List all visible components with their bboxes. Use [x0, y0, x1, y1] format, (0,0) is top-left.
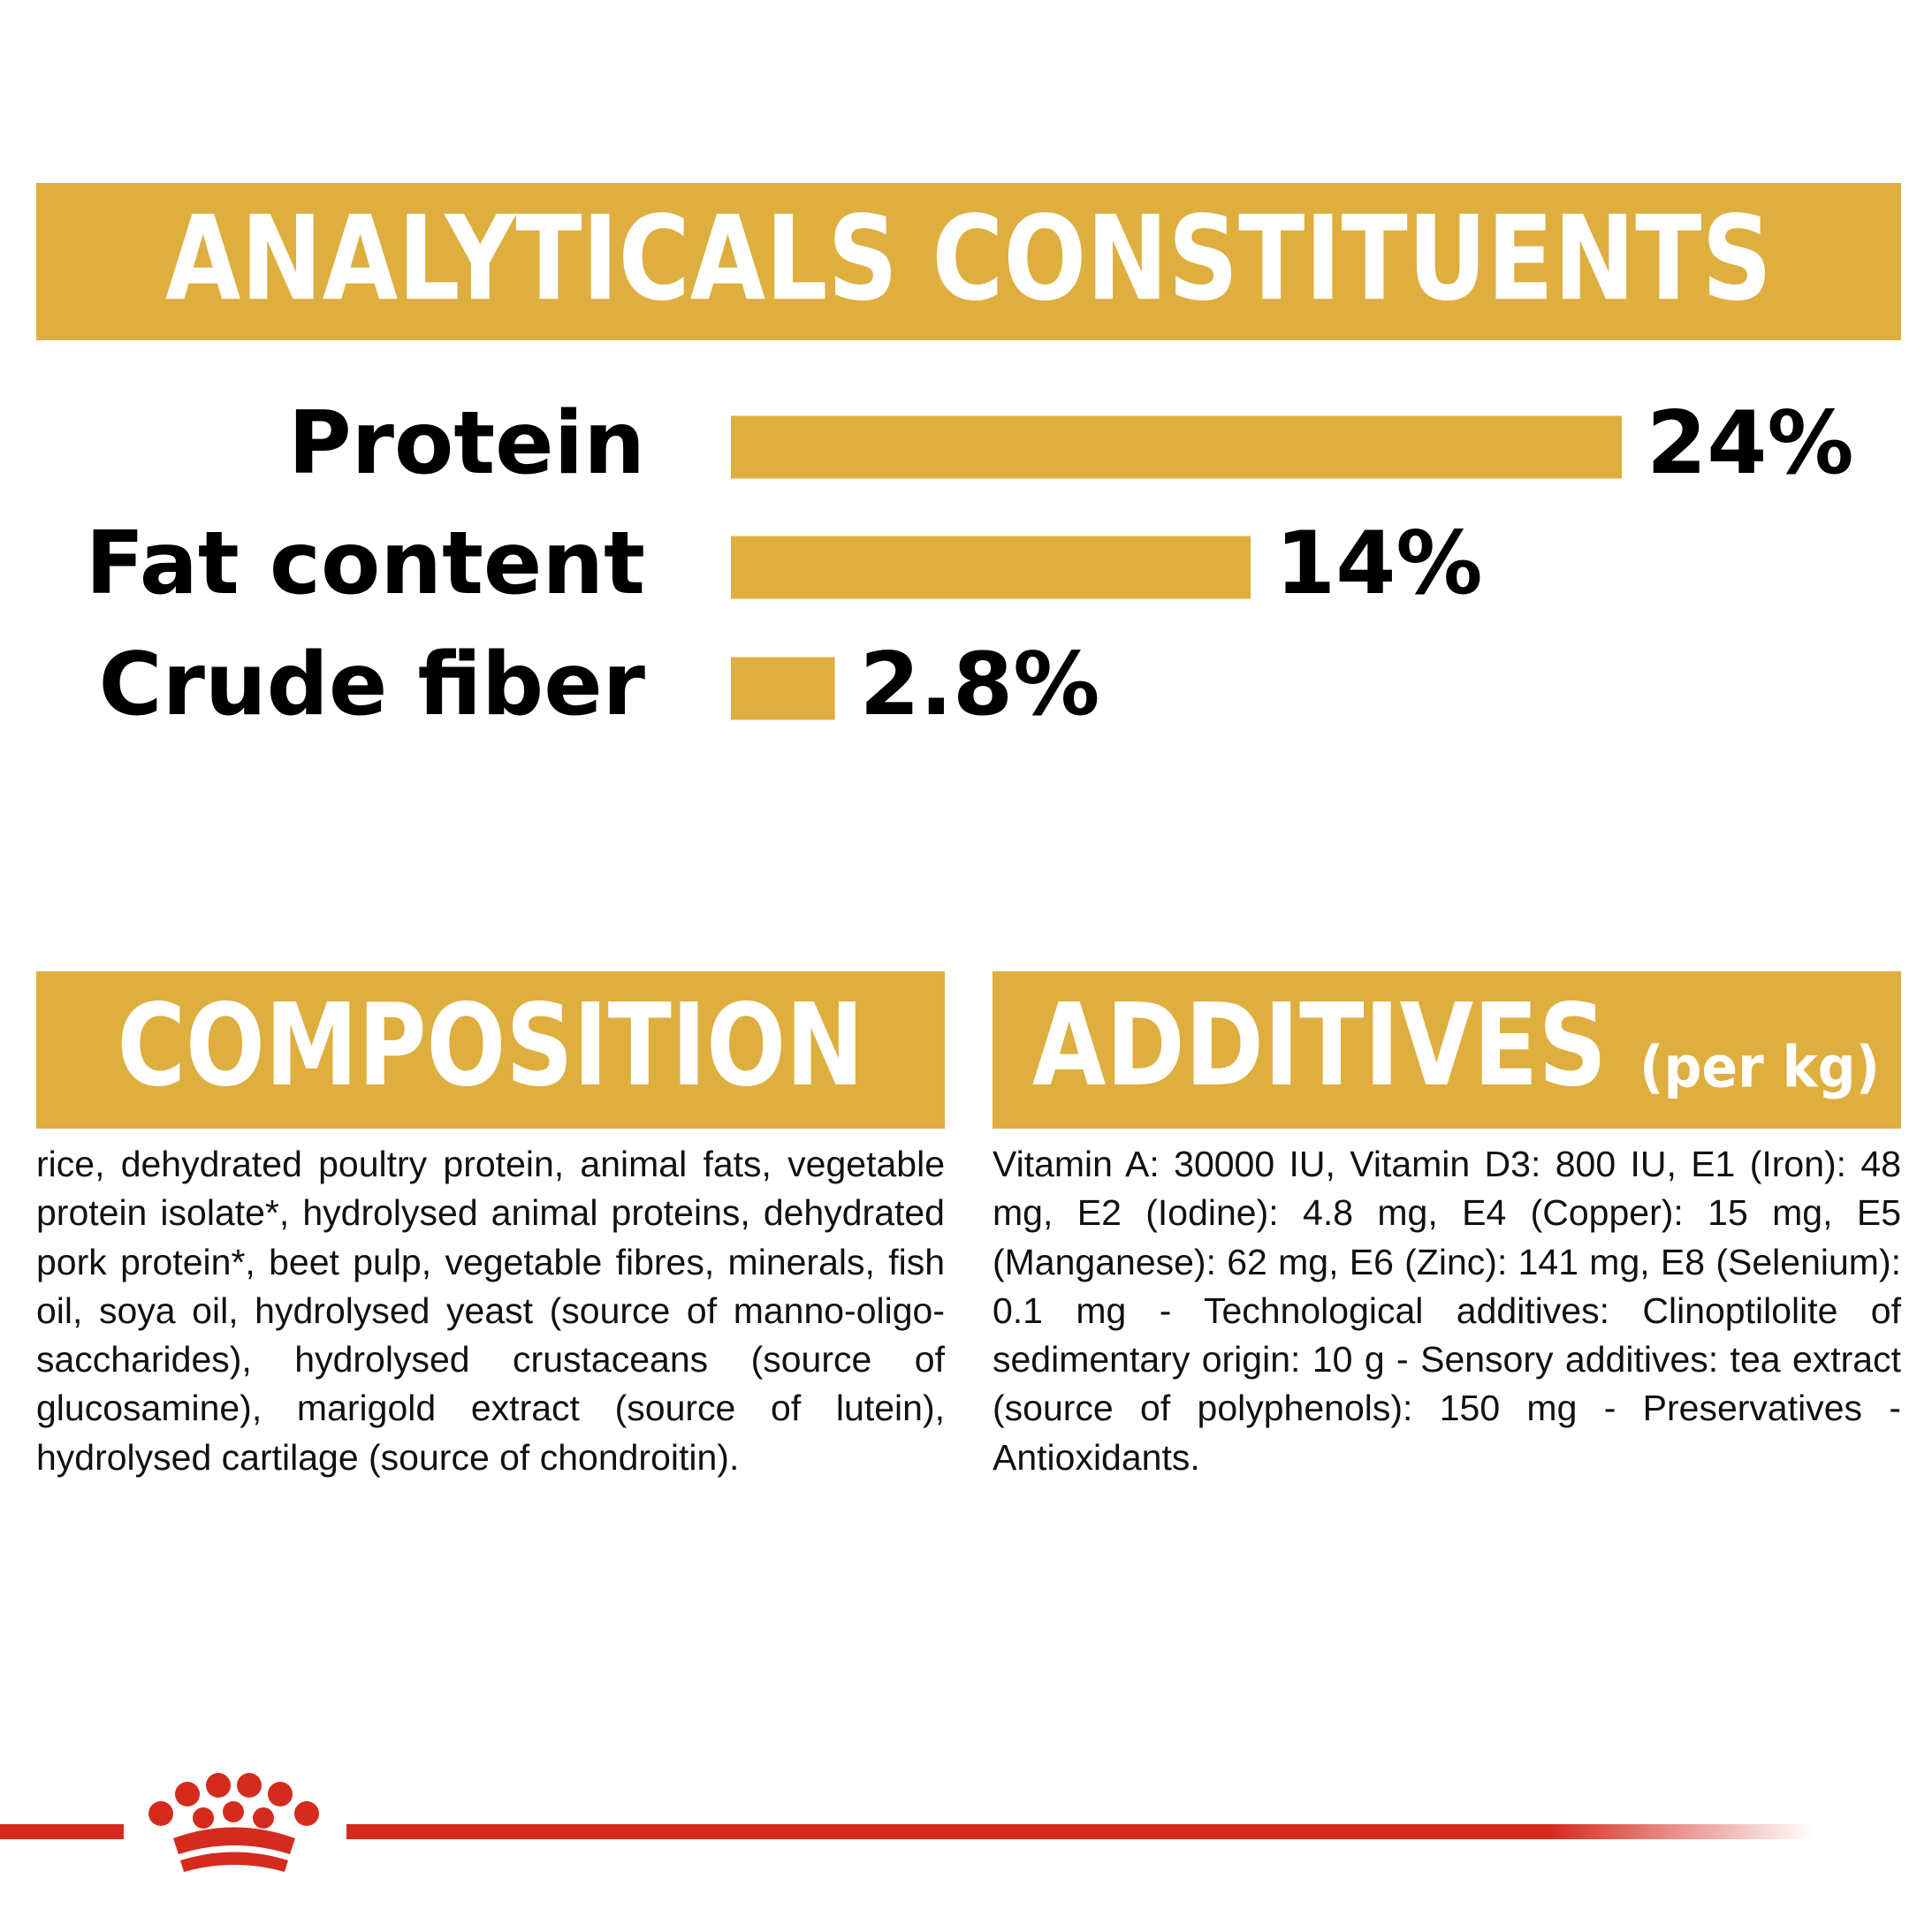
value-label: 14%: [1275, 513, 1483, 614]
value-label: 2.8%: [860, 635, 1100, 735]
section-title: ADDITIVES: [1032, 980, 1607, 1112]
header-band: [993, 971, 1901, 1129]
composition-text: rice, dehydrated poultry protein, animal…: [36, 1144, 945, 1478]
header-band: [36, 971, 945, 1129]
category-label: Protein: [288, 393, 645, 494]
bar: [731, 657, 835, 720]
bar: [731, 415, 1622, 479]
additives-text: Vitamin A: 30000 IU, Vitamin D3: 800 IU,…: [993, 1144, 1901, 1478]
bar-chart: Protein 24% Fat content 14% Crude fiber 2.8%: [86, 393, 1854, 735]
category-label: Fat content: [86, 513, 645, 614]
value-label: 24%: [1647, 393, 1854, 494]
footer-line: [346, 1824, 1814, 1839]
category-label: Crude fiber: [99, 635, 646, 735]
bar: [731, 536, 1251, 599]
section-title: ANALYTICALS CONSTITUENTS: [165, 191, 1772, 327]
logo: [148, 1773, 319, 1872]
footer-line: [0, 1824, 124, 1839]
section-title: COMPOSITION: [118, 980, 864, 1112]
header-band: [36, 183, 1901, 340]
unit-label: (per kg): [1639, 1036, 1880, 1101]
